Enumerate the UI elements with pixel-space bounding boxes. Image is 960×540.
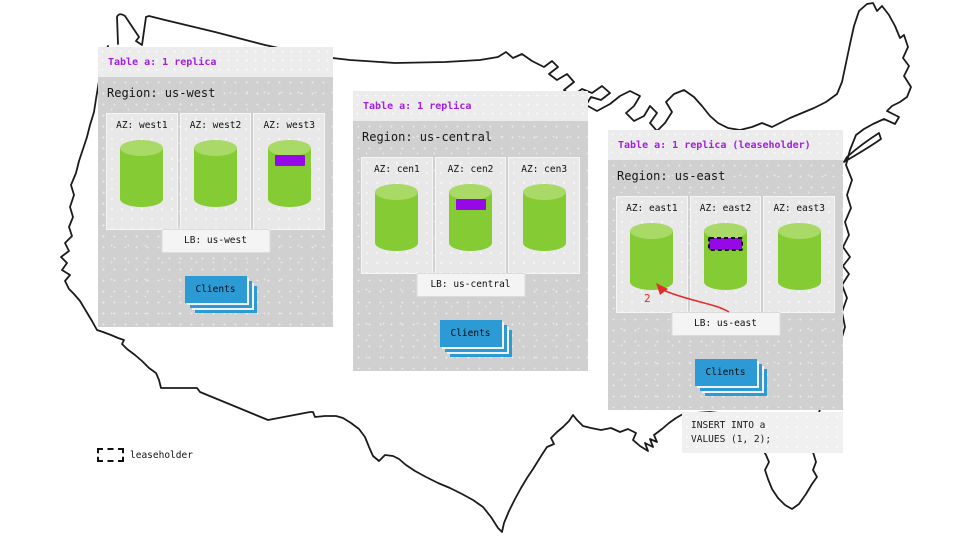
az-label: AZ: west3	[263, 120, 315, 131]
table-replica-header: Table a: 1 replica	[353, 91, 588, 121]
database-cylinder	[777, 223, 821, 290]
region-body: Region: us-east AZ: east1 AZ: east2	[608, 160, 843, 410]
database-cylinder	[449, 184, 492, 251]
region-panel-us-east: Table a: 1 replica (leaseholder) Region:…	[608, 130, 843, 410]
load-balancer: LB: us-east	[671, 312, 780, 336]
sql-insert-note: INSERT INTO a VALUES (1, 2);	[682, 412, 843, 453]
az-label: AZ: cen3	[521, 164, 568, 175]
database-cylinder	[375, 184, 419, 251]
region-panel-us-west: Table a: 1 replica Region: us-west AZ: w…	[98, 47, 333, 327]
database-cylinder	[522, 184, 566, 251]
az-box-west2: AZ: west2	[179, 113, 252, 230]
region-body: Region: us-central AZ: cen1 AZ: cen2	[353, 121, 588, 371]
region-title: Region: us-west	[107, 86, 216, 100]
table-replica-header: Table a: 1 replica (leaseholder)	[608, 130, 843, 160]
replica-range	[456, 199, 486, 210]
clients-button: Clients	[694, 359, 757, 386]
az-label: AZ: east2	[699, 203, 752, 214]
database-cylinder	[267, 140, 311, 207]
leaseholder-swatch-icon	[97, 448, 124, 462]
az-box-cen3: AZ: cen3	[508, 157, 581, 274]
az-box-west1: AZ: west1	[106, 113, 178, 230]
az-box-west3: AZ: west3	[253, 113, 326, 230]
az-label: AZ: east3	[773, 203, 825, 214]
load-balancer: LB: us-west	[161, 229, 270, 253]
az-box-cen2: AZ: cen2	[434, 157, 507, 274]
az-box-cen1: AZ: cen1	[361, 157, 433, 274]
az-row: AZ: cen1 AZ: cen2 AZ: cen3	[361, 157, 581, 274]
az-label: AZ: cen1	[373, 164, 420, 175]
region-panel-us-central: Table a: 1 replica Region: us-central AZ…	[353, 91, 588, 371]
legend: leaseholder	[97, 448, 193, 462]
replica-range	[274, 155, 305, 166]
table-replica-header: Table a: 1 replica	[98, 47, 333, 77]
clients-button: Clients	[184, 276, 247, 303]
az-box-east1: AZ: east1	[616, 196, 688, 313]
database-cylinder	[630, 223, 674, 290]
az-label: AZ: east1	[626, 203, 678, 214]
region-title: Region: us-east	[617, 169, 726, 183]
load-balancer: LB: us-central	[416, 273, 525, 297]
region-body: Region: us-west AZ: west1 AZ: west2	[98, 77, 333, 327]
sql-line-1: INSERT INTO a	[691, 420, 766, 431]
leaseholder-range	[708, 237, 743, 251]
database-cylinder	[120, 140, 164, 207]
database-cylinder	[704, 223, 747, 290]
az-box-east2: AZ: east2	[689, 196, 762, 313]
sql-line-2: VALUES (1, 2);	[691, 434, 772, 445]
az-label: AZ: west2	[189, 120, 242, 131]
az-row: AZ: east1 AZ: east2 AZ: east3	[616, 196, 836, 313]
az-label: AZ: west1	[116, 120, 168, 131]
region-title: Region: us-central	[362, 130, 493, 144]
database-cylinder	[194, 140, 237, 207]
clients-button: Clients	[439, 320, 502, 347]
az-row: AZ: west1 AZ: west2 AZ: west3	[106, 113, 326, 230]
long-island-outline	[843, 132, 882, 163]
az-label: AZ: cen2	[447, 164, 494, 175]
legend-label: leaseholder	[130, 449, 193, 461]
az-box-east3: AZ: east3	[763, 196, 836, 313]
